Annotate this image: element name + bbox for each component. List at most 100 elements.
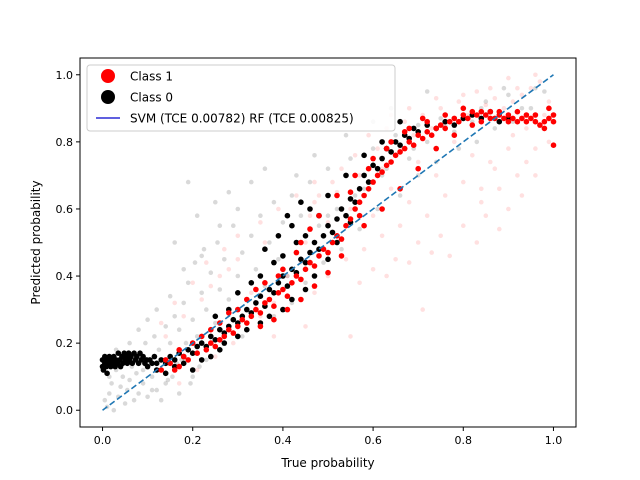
point-series0-32	[176, 327, 182, 333]
point-series1-58	[339, 166, 344, 171]
point-series0-99	[127, 340, 132, 346]
point-series1-114	[208, 283, 214, 289]
point-series0-90	[217, 223, 223, 228]
point-series2-43	[153, 360, 160, 367]
point-series3-130	[419, 115, 426, 122]
point-series3-27	[302, 266, 309, 273]
point-series3-77	[528, 115, 534, 122]
point-series3-71	[501, 115, 507, 122]
legend-class0-marker	[101, 90, 115, 104]
point-series1-56	[366, 132, 371, 138]
point-series0-41	[204, 307, 209, 312]
point-series2-93	[379, 155, 385, 162]
point-series2-149	[189, 367, 196, 373]
point-series2-126	[266, 313, 273, 320]
point-series3-91	[505, 118, 512, 125]
point-series0-46	[222, 257, 227, 262]
point-series2-91	[370, 162, 376, 169]
point-series3-100	[370, 155, 376, 162]
point-series2-39	[144, 363, 151, 370]
point-series3-98	[406, 125, 413, 132]
point-series0-124	[542, 89, 547, 94]
point-series1-70	[176, 381, 182, 386]
point-series1-25	[452, 139, 457, 145]
point-series1-7	[262, 240, 268, 245]
point-series3-140	[162, 357, 169, 363]
point-series0-2	[107, 391, 112, 396]
point-series2-130	[311, 273, 318, 279]
point-series0-25	[156, 347, 162, 353]
point-series3-39	[356, 199, 363, 205]
point-series2-52	[194, 343, 200, 350]
point-series1-29	[488, 159, 493, 165]
point-series2-144	[298, 199, 304, 205]
point-series1-43	[483, 102, 489, 108]
point-series3-79	[537, 122, 543, 128]
point-series1-112	[312, 179, 317, 185]
point-series0-59	[280, 220, 286, 225]
point-series1-103	[258, 220, 263, 225]
point-series0-16	[136, 391, 141, 396]
point-series0-14	[131, 397, 137, 403]
point-series1-55	[375, 146, 380, 151]
point-series2-53	[198, 340, 205, 346]
point-series0-50	[240, 250, 245, 255]
point-series0-22	[149, 374, 155, 380]
point-series3-119	[361, 222, 367, 229]
point-series2-110	[496, 118, 503, 125]
point-series3-0	[158, 367, 164, 373]
point-series1-121	[492, 166, 498, 171]
point-series1-120	[479, 186, 484, 192]
point-series1-81	[361, 246, 367, 252]
point-series2-104	[442, 118, 449, 125]
point-series0-73	[406, 156, 412, 161]
x-tick-label-1: 0.2	[184, 434, 202, 447]
point-series3-7	[212, 343, 219, 350]
y-axis-label: Predicted probability	[29, 180, 43, 304]
point-series1-96	[506, 75, 511, 81]
point-series0-70	[370, 146, 376, 151]
point-series0-33	[181, 300, 186, 306]
point-series3-14	[244, 320, 250, 326]
point-series1-41	[501, 106, 507, 111]
point-series3-20	[271, 303, 277, 310]
point-series3-48	[397, 149, 403, 155]
point-series1-101	[406, 106, 412, 111]
point-series3-123	[433, 145, 440, 152]
point-series1-46	[456, 99, 462, 104]
point-series1-34	[533, 146, 538, 151]
point-series3-86	[460, 105, 467, 112]
point-series1-99	[461, 92, 466, 98]
point-series2-146	[162, 370, 169, 377]
point-series3-74	[514, 118, 521, 125]
point-series0-143	[158, 397, 164, 403]
point-series0-102	[163, 381, 168, 386]
point-series1-32	[515, 173, 520, 178]
point-series0-107	[240, 334, 245, 339]
y-tick-label-3: 0.6	[56, 203, 74, 216]
point-series0-115	[375, 206, 380, 212]
point-series1-105	[222, 246, 227, 252]
point-series3-124	[451, 132, 458, 138]
legend-class1-label: Class 1	[130, 70, 173, 84]
point-series2-123	[235, 333, 241, 340]
point-series3-46	[388, 159, 394, 165]
point-series3-32	[325, 249, 331, 256]
point-series2-119	[293, 239, 300, 246]
point-series1-39	[519, 92, 525, 98]
point-series2-152	[217, 347, 223, 353]
point-series0-91	[235, 206, 241, 212]
point-series0-111	[303, 280, 308, 286]
point-series1-72	[393, 257, 398, 262]
point-series3-29	[311, 263, 318, 269]
point-series0-68	[348, 156, 353, 161]
point-series3-139	[171, 367, 178, 373]
point-series2-55	[208, 333, 214, 340]
point-series2-44	[158, 357, 164, 363]
point-series1-44	[474, 89, 480, 94]
point-series2-97	[397, 142, 403, 148]
point-series3-30	[316, 253, 322, 259]
point-series0-135	[343, 132, 349, 138]
point-series3-92	[514, 108, 521, 115]
point-series1-89	[497, 226, 502, 232]
